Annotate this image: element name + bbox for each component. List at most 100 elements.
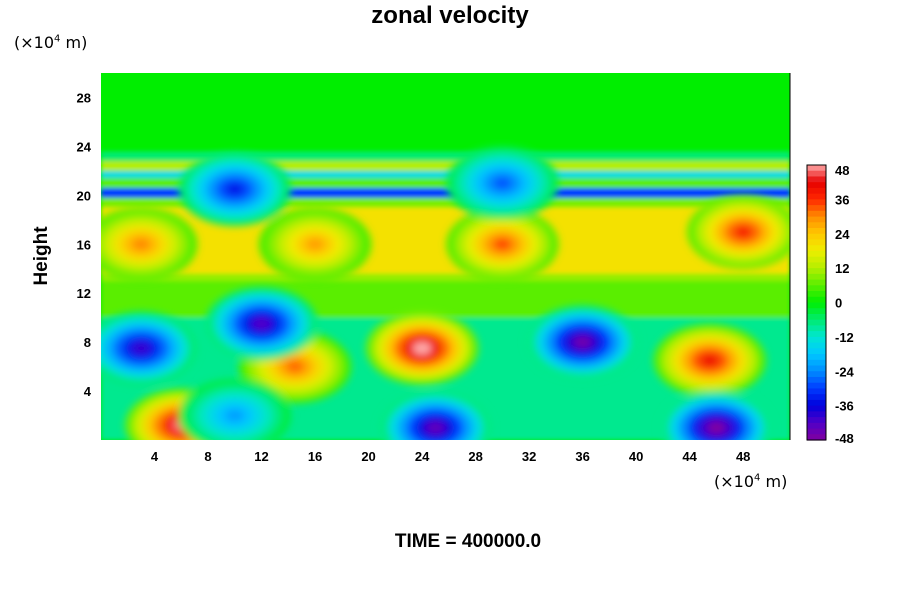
colorbar-segment [807, 388, 826, 395]
feature-contours [178, 152, 291, 226]
colorbar-segment [807, 428, 826, 435]
y-tick-label: 28 [77, 90, 91, 105]
colorbar-segment [807, 262, 826, 269]
colorbar-segment [807, 279, 826, 286]
x-tick-label: 20 [361, 449, 375, 464]
y-axis-unit: (×104 m) [14, 33, 88, 52]
colorbar-tick-label: 24 [835, 227, 850, 242]
y-tick-label: 12 [77, 286, 91, 301]
y-tick-label: 4 [84, 384, 92, 399]
colorbar-segment [807, 228, 826, 235]
colorbar-segment [807, 365, 826, 372]
y-tick-label: 8 [84, 335, 91, 350]
contour-level [700, 354, 720, 367]
colorbar-segment [807, 336, 826, 344]
colorbar-segment [807, 291, 826, 298]
feature-contours [205, 287, 318, 361]
contour-level [412, 342, 432, 355]
colorbar-segment [807, 187, 826, 195]
y-tick-label: 24 [77, 139, 92, 154]
colorbar-tick-label: 12 [835, 261, 849, 276]
x-tick-label: 40 [629, 449, 643, 464]
colorbar-segment [807, 354, 826, 361]
colorbar-segment [807, 165, 826, 172]
colorbar-segment [807, 342, 826, 349]
contour-level [492, 238, 512, 251]
field-band [101, 197, 790, 208]
colorbar-segment [807, 233, 826, 241]
y-tick-label: 16 [77, 237, 91, 252]
colorbar-segment [807, 313, 826, 321]
x-tick-label: 16 [308, 449, 322, 464]
field-band [101, 280, 790, 318]
colorbar-segment [807, 245, 826, 252]
colorbar-segment [807, 182, 826, 189]
x-tick-label: 44 [682, 449, 697, 464]
colorbar-segment [807, 405, 826, 412]
colorbar-segment [807, 434, 826, 441]
colorbar-tick-label: 36 [835, 192, 849, 207]
colorbar-segment [807, 268, 826, 275]
colorbar-segment [807, 331, 826, 338]
colorbar: 48 36 24 12 0 -12 -24 -36 -48 [806, 163, 855, 446]
field-band [101, 273, 790, 281]
colorbar-segment [807, 256, 826, 263]
colorbar-segment [807, 411, 826, 418]
x-tick-label: 32 [522, 449, 536, 464]
field-band [101, 151, 790, 162]
feature-contours [687, 195, 790, 269]
contour-level [131, 342, 151, 355]
contour-level [252, 317, 271, 330]
contour-level [733, 225, 753, 239]
colorbar-tick-label: -48 [835, 431, 854, 446]
x-tick-label: 4 [151, 449, 159, 464]
colorbar-segment [807, 399, 826, 407]
colorbar-segment [807, 319, 826, 327]
feature-contours [446, 146, 559, 220]
y-axis-ticks: 4 8 12 16 20 24 28 [77, 90, 92, 399]
contour-level [573, 336, 592, 349]
feature-contours [101, 311, 198, 385]
colorbar-segment [807, 359, 826, 367]
colorbar-segment [807, 422, 826, 430]
colorbar-segment [807, 348, 826, 355]
colorbar-segment [807, 205, 826, 212]
feature-contours [101, 207, 198, 281]
contour-level [225, 409, 245, 422]
colorbar-segment [807, 382, 826, 390]
colorbar-segment [807, 170, 826, 178]
colorbar-segment [807, 308, 826, 315]
feature-contours [365, 311, 479, 385]
x-tick-label: 48 [736, 449, 750, 464]
x-axis-unit: (×104 m) [714, 472, 788, 491]
colorbar-tick-label: 0 [835, 296, 842, 311]
colorbar-segment [807, 325, 826, 332]
colorbar-segment [807, 199, 826, 206]
time-label: TIME = 400000.0 [394, 531, 542, 552]
field-band [101, 170, 790, 179]
colorbar-tick-label: -24 [835, 364, 855, 379]
field-blobs [101, 146, 790, 440]
contour-level [225, 183, 245, 196]
contour-level [285, 360, 305, 373]
colorbar-segment [807, 176, 826, 183]
colorbar-segment [807, 371, 826, 378]
velocity-field [101, 73, 790, 440]
colorbar-segment [807, 376, 826, 384]
colorbar-segment [807, 193, 826, 200]
contour-level [707, 421, 726, 434]
x-tick-label: 24 [415, 449, 430, 464]
feature-contours [653, 323, 766, 398]
colorbar-segment [807, 273, 826, 281]
contour-level [131, 238, 151, 251]
colorbar-tick-label: 48 [835, 163, 849, 178]
contour-level [305, 238, 325, 251]
colorbar-segment [807, 302, 826, 309]
contour-level [426, 421, 445, 434]
feature-contours [258, 207, 372, 281]
colorbar-segment [807, 210, 826, 218]
chart-title: zonal velocity [371, 2, 529, 29]
colorbar-segment [807, 285, 826, 292]
x-tick-label: 28 [468, 449, 482, 464]
colorbar-tick-label: -12 [835, 330, 854, 345]
